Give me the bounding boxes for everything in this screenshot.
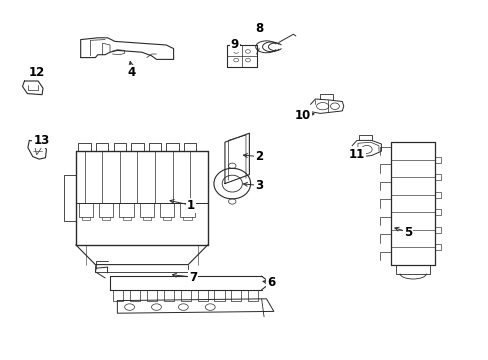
Text: 10: 10	[294, 109, 311, 122]
Text: 13: 13	[33, 134, 50, 147]
Text: 2: 2	[255, 150, 263, 163]
Text: 5: 5	[404, 226, 411, 239]
Text: 9: 9	[230, 39, 238, 51]
Text: 11: 11	[348, 148, 365, 161]
Text: 4: 4	[128, 66, 136, 78]
Text: 8: 8	[255, 22, 263, 35]
Text: 6: 6	[267, 276, 275, 289]
Text: 12: 12	[28, 66, 45, 78]
Text: 3: 3	[255, 179, 263, 192]
Text: 1: 1	[186, 199, 194, 212]
Text: 7: 7	[189, 271, 197, 284]
